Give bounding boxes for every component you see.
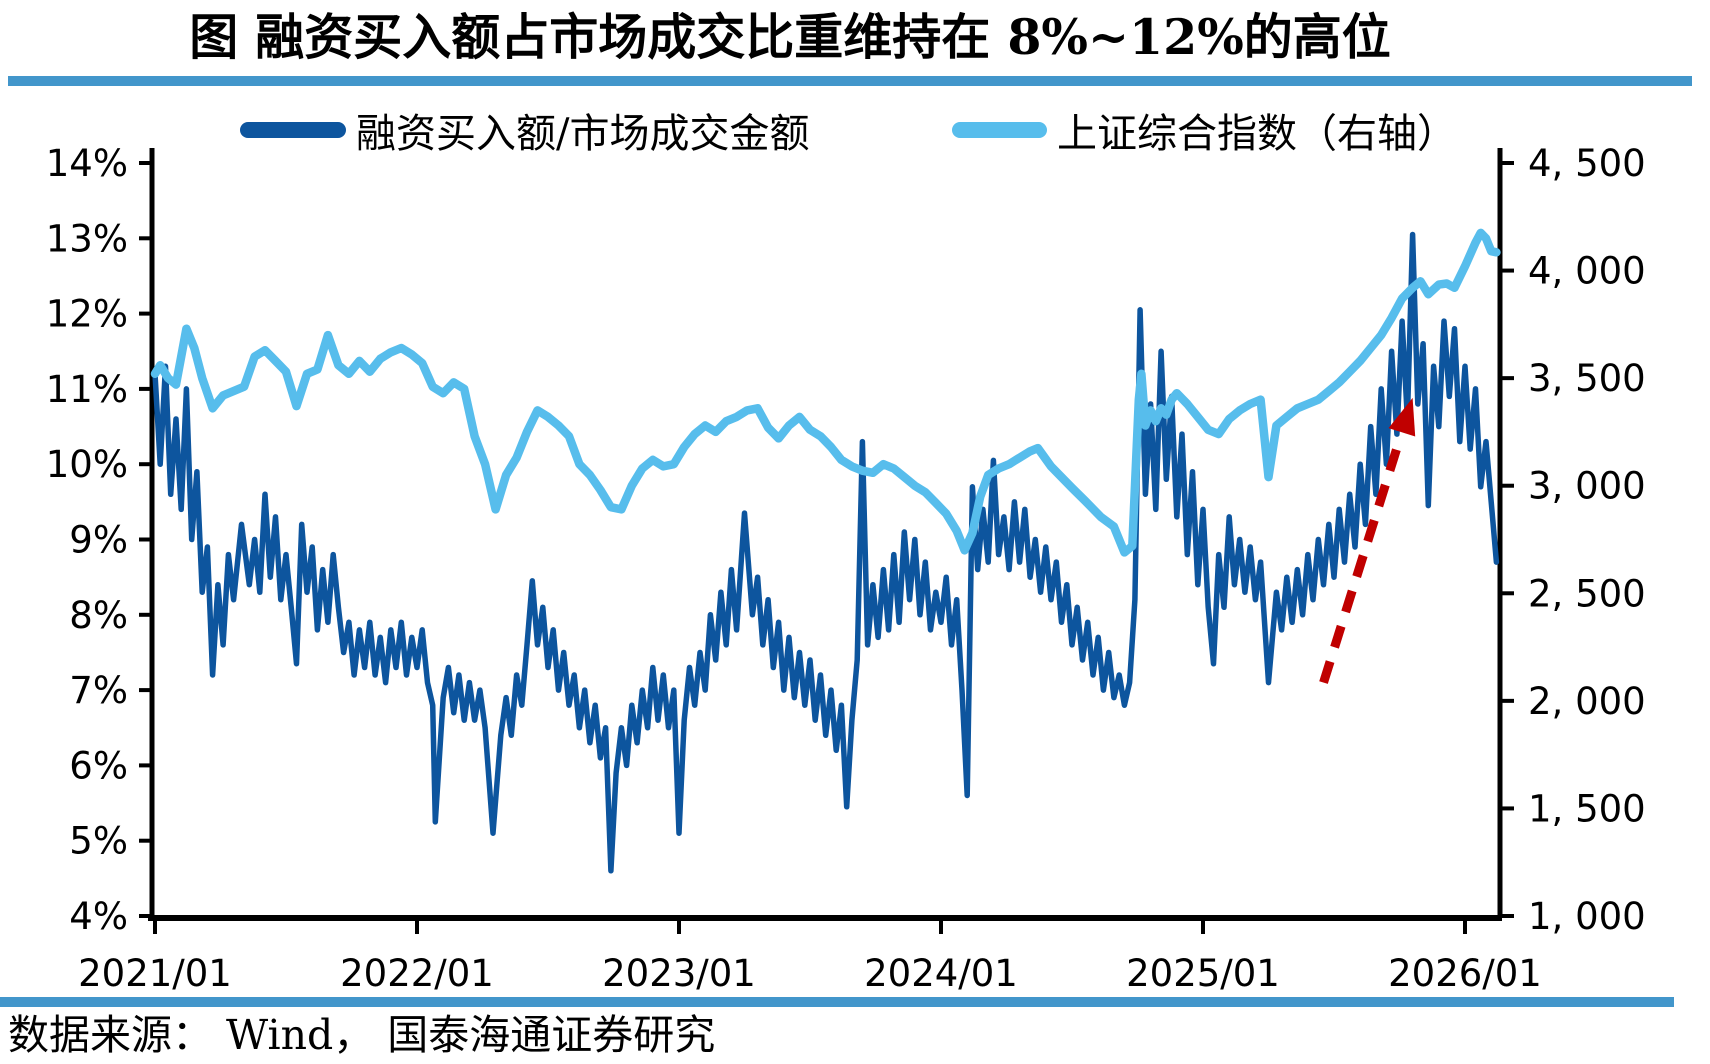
financing-ratio-line — [152, 231, 1500, 874]
y-axis-right-tick-label: 1, 000 — [1528, 895, 1646, 938]
y-axis-left-tick-label: 4% — [69, 895, 128, 938]
y-axis-left-tick-label: 12% — [46, 293, 128, 336]
x-axis-tick-label: 2022/01 — [340, 952, 494, 995]
y-axis-right-tick-label: 2, 500 — [1528, 572, 1646, 615]
y-axis-right-tick-label: 3, 000 — [1528, 465, 1646, 508]
trend-annotation-arrow — [1319, 397, 1416, 684]
y-axis-left-tick-label: 14% — [46, 142, 128, 185]
y-axis-right-tick-label: 4, 500 — [1528, 142, 1646, 185]
y-axis-left-tick-label: 13% — [46, 217, 128, 260]
x-axis-tick-label: 2026/01 — [1388, 952, 1542, 995]
y-axis-left-tick-label: 7% — [69, 669, 128, 712]
y-axis-left-tick-label: 11% — [46, 368, 128, 411]
y-axis-left-tick-label: 10% — [46, 443, 128, 486]
arrow-head — [1388, 397, 1416, 437]
sse-index-line — [150, 228, 1501, 557]
x-axis-tick-label: 2024/01 — [864, 952, 1018, 995]
y-axis-left-tick-label: 8% — [69, 594, 128, 637]
arrow-dashed-shaft — [1319, 436, 1405, 684]
y-axis-left-tick-label: 5% — [69, 820, 128, 863]
y-axis-left-tick-label: 9% — [69, 519, 128, 562]
y-axis-right-tick-label: 1, 500 — [1528, 787, 1646, 830]
axes: 4% 5% 6% 7% 8% 9% 10% 11% 12% 13% 14% 1, 000 1, 500 2… — [46, 142, 1646, 995]
y-axis-right-tick-label: 2, 000 — [1528, 680, 1646, 723]
x-axis-tick-label: 2025/01 — [1126, 952, 1280, 995]
legend-swatch-financing-ratio — [240, 122, 346, 138]
y-axis-right-tick-label: 3, 500 — [1528, 357, 1646, 400]
chart-legend: 融资买入额/市场成交金额 上证综合指数（右轴） — [240, 111, 1457, 157]
x-axis-tick-label: 2023/01 — [602, 952, 756, 995]
footer-separator-bar — [0, 997, 1674, 1007]
x-axis-tick-label: 2021/01 — [78, 952, 232, 995]
legend-label-sse-index: 上证综合指数（右轴） — [1057, 111, 1457, 157]
chart-title: 图 融资买入额占市场成交比重维持在 8%~12%的高位 — [189, 8, 1391, 66]
y-axis-right-tick-label: 4, 000 — [1528, 250, 1646, 293]
legend-swatch-sse-index — [952, 122, 1047, 138]
title-separator-bar — [8, 76, 1692, 86]
source-note: 数据来源： Wind， 国泰海通证券研究 — [8, 1011, 715, 1059]
legend-label-financing-ratio: 融资买入额/市场成交金额 — [356, 111, 809, 157]
series-lines — [150, 228, 1501, 874]
y-axis-left-tick-label: 6% — [69, 744, 128, 787]
